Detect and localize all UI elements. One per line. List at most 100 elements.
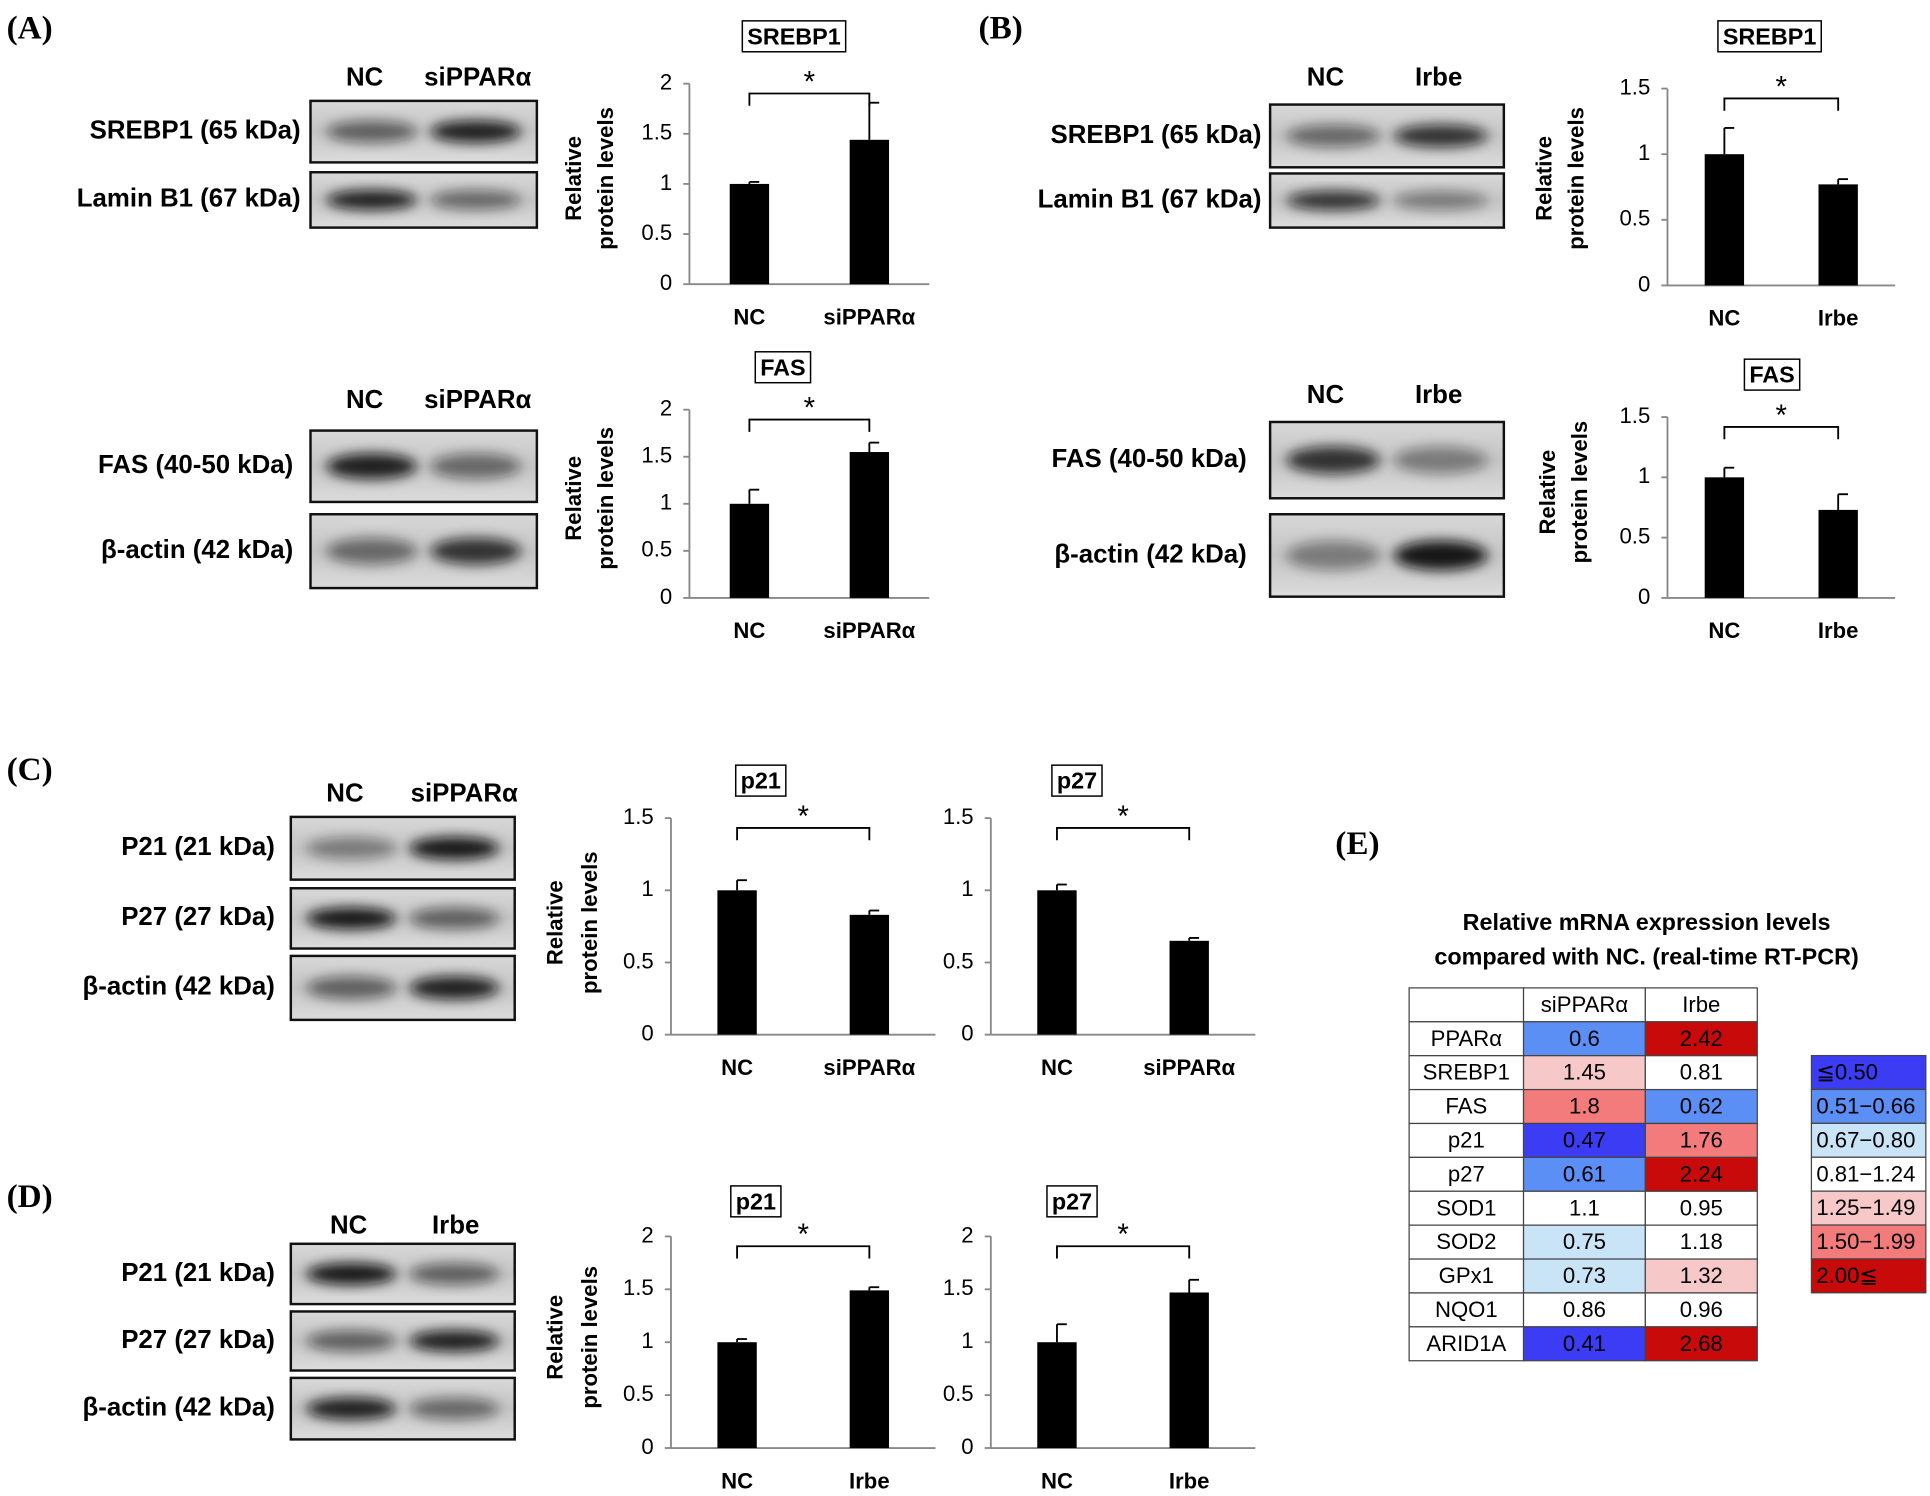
row-header: FAS — [1445, 1094, 1487, 1119]
chart-title: p21 — [736, 1188, 776, 1214]
legend-swatch — [1810, 1258, 1927, 1294]
cell-value: 0.73 — [1563, 1263, 1606, 1288]
table-cell — [1644, 1055, 1758, 1091]
legend-label: 2.00≦ — [1816, 1263, 1878, 1288]
cell-value: 2.68 — [1680, 1331, 1723, 1356]
blot-row-label: β-actin (42 kDa) — [83, 1393, 275, 1421]
row-header: SOD2 — [1436, 1229, 1496, 1254]
table-cell — [1644, 1258, 1758, 1294]
y-axis-label: protein levels — [1567, 421, 1592, 564]
table-cell — [1408, 1055, 1525, 1091]
blot-row-label: β-actin (42 kDa) — [1054, 540, 1246, 568]
blot-band — [326, 189, 417, 210]
y-tick-label: 1.5 — [623, 804, 654, 829]
y-tick-label: 0.5 — [623, 948, 654, 973]
blot-band — [306, 1263, 397, 1285]
bar — [849, 1290, 890, 1449]
panel-label: (C) — [7, 751, 53, 788]
legend-swatch — [1810, 1224, 1927, 1260]
lane-label: NC — [326, 780, 363, 808]
table-cell — [1644, 1021, 1758, 1057]
significance-mark: * — [804, 65, 816, 98]
panel-label: (B) — [979, 9, 1023, 46]
blot-band — [409, 1263, 500, 1285]
error-bar — [1056, 883, 1067, 891]
legend-swatch — [1810, 1122, 1927, 1158]
y-tick-label: 1.5 — [641, 120, 672, 145]
blot-row-label: Lamin B1 (67 kDa) — [1038, 185, 1262, 213]
error-bar — [868, 101, 880, 140]
blot-band — [1393, 124, 1488, 148]
blot-row-label: P27 (27 kDa) — [121, 1326, 275, 1354]
blot-band — [409, 1397, 500, 1420]
blot-band — [430, 453, 522, 480]
panel-label: (E) — [1335, 825, 1379, 862]
significance-mark: * — [1117, 800, 1129, 833]
blot-band — [1286, 540, 1380, 571]
cell-value: 0.75 — [1563, 1229, 1606, 1254]
bar — [1818, 184, 1858, 286]
blot-band — [1286, 124, 1380, 148]
y-tick-label: 0 — [641, 1020, 653, 1045]
legend-label: 1.50−1.99 — [1816, 1229, 1915, 1254]
x-tick-label: NC — [1708, 306, 1740, 331]
error-bar — [1837, 178, 1849, 185]
y-axis-label: protein levels — [593, 107, 618, 250]
cell-value: 1.18 — [1680, 1229, 1723, 1254]
error-bar — [748, 488, 760, 504]
significance-bracket — [736, 827, 871, 841]
y-tick-label: 0 — [961, 1020, 973, 1045]
error-bar — [1188, 1278, 1200, 1293]
y-tick-label: 0 — [641, 1434, 653, 1459]
significance-bracket — [736, 1245, 871, 1259]
table-title: Relative mRNA expression levels — [1463, 909, 1831, 935]
blot-row-label: SREBP1 (65 kDa) — [90, 116, 301, 144]
y-tick-label: 0.5 — [1619, 206, 1650, 231]
table-cell — [1408, 1088, 1525, 1125]
table-cell — [1408, 1122, 1525, 1158]
x-tick-label: siPPARα — [823, 618, 915, 643]
bar — [1704, 477, 1745, 598]
cell-value: 1.45 — [1563, 1060, 1606, 1085]
error-bar — [1056, 1323, 1067, 1343]
legend-swatch — [1810, 1190, 1927, 1226]
significance-mark: * — [797, 1218, 809, 1251]
error-bar — [748, 180, 760, 184]
column-header: siPPARα — [1541, 992, 1629, 1017]
error-bar — [736, 1338, 747, 1343]
bar — [849, 914, 890, 1035]
chart-title-box — [1046, 1185, 1098, 1218]
lane-label: Irbe — [1415, 381, 1462, 409]
blot-band — [430, 120, 522, 143]
cell-value: 0.95 — [1680, 1195, 1723, 1220]
bar — [729, 183, 770, 285]
cell-value: 0.62 — [1680, 1094, 1723, 1119]
y-axis-label: Relative — [1532, 136, 1557, 221]
x-tick-label: Irbe — [1818, 306, 1859, 331]
table-cell — [1522, 1292, 1646, 1328]
significance-mark: * — [804, 391, 816, 424]
bar — [1037, 890, 1077, 1035]
table-cell — [1644, 1122, 1758, 1158]
row-header: NQO1 — [1435, 1297, 1498, 1322]
x-tick-label: NC — [1041, 1468, 1073, 1493]
table-cell — [1522, 1190, 1646, 1226]
chart-title: FAS — [760, 354, 805, 380]
table-cell — [1522, 1258, 1646, 1294]
lane-label: NC — [1307, 64, 1344, 92]
blot-row-label: β-actin (42 kDa) — [83, 973, 275, 1001]
x-tick-label: NC — [733, 304, 765, 329]
bar — [849, 139, 890, 285]
blot-band — [1286, 190, 1380, 211]
blot-band — [430, 189, 522, 210]
y-tick-label: 1 — [660, 490, 672, 515]
row-header: SOD1 — [1436, 1195, 1496, 1220]
y-tick-label: 1.5 — [943, 804, 974, 829]
blot-band — [409, 836, 500, 860]
y-tick-label: 2 — [660, 396, 672, 421]
blot-band — [306, 976, 397, 1000]
significance-bracket — [748, 418, 871, 432]
bar — [729, 503, 770, 598]
error-bar — [868, 909, 880, 915]
